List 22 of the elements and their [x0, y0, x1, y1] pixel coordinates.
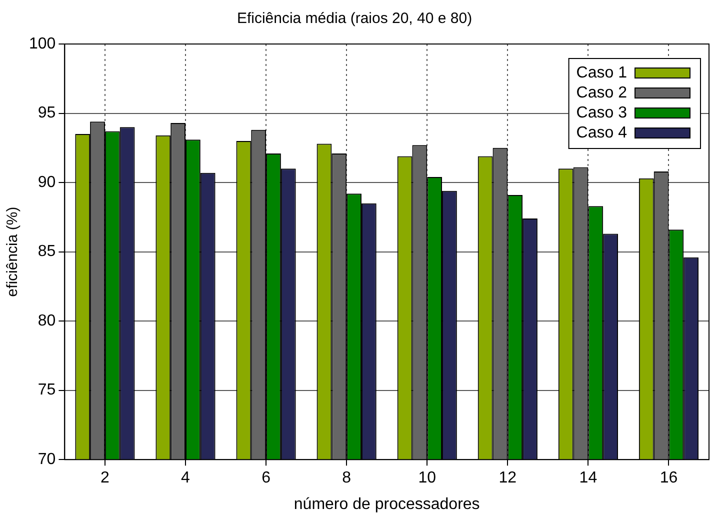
chart-title: Eficiência média (raios 20, 40 e 80)	[236, 10, 472, 28]
x-tick-label: 8	[342, 470, 352, 487]
y-tick-label: 100	[28, 35, 56, 52]
y-tick-label: 85	[38, 243, 56, 260]
x-tick-label: 16	[660, 470, 678, 487]
legend-label: Caso 2	[576, 84, 628, 102]
y-tick-label: 75	[38, 382, 56, 399]
x-tick-label: 12	[498, 470, 517, 487]
y-axis-title: eficiência (%)	[4, 206, 22, 297]
x-tick-label: 2	[100, 470, 110, 487]
x-axis-title: número de processadores	[294, 496, 480, 513]
x-tick-label: 14	[579, 470, 598, 487]
y-tick-label: 95	[38, 104, 56, 122]
y-tick-label: 90	[38, 174, 56, 191]
legend-label: Caso 1	[576, 64, 628, 82]
x-tick-label: 6	[262, 470, 271, 487]
y-tick-label: 80	[38, 312, 56, 330]
legend-label: Caso 4	[576, 124, 628, 142]
x-tick-label: 4	[181, 470, 190, 487]
y-tick-label: 70	[38, 451, 56, 468]
x-tick-label: 10	[418, 470, 436, 487]
legend-label: Caso 3	[576, 104, 628, 122]
